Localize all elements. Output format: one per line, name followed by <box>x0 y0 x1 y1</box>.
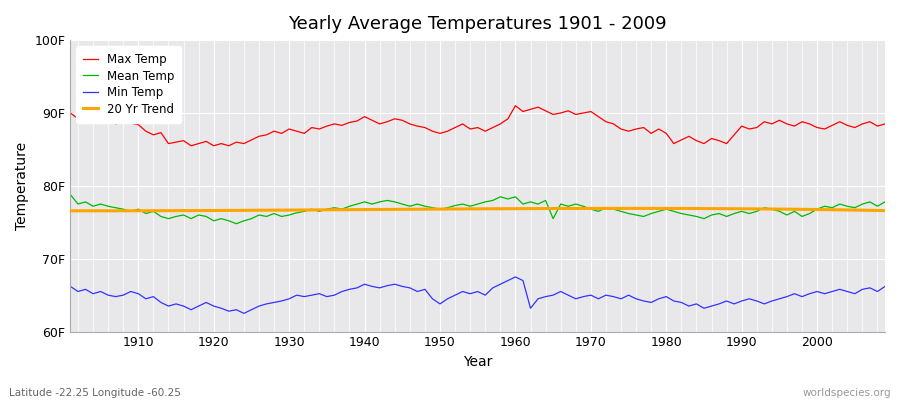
Mean Temp <box>879 200 890 204</box>
Mean Temp <box>231 221 242 226</box>
Max Temp <box>518 109 528 114</box>
Min Temp <box>510 274 521 279</box>
Text: worldspecies.org: worldspecies.org <box>803 388 891 398</box>
20 Yr Trend <box>65 208 76 213</box>
X-axis label: Year: Year <box>463 355 492 369</box>
Max Temp <box>344 120 355 125</box>
Mean Temp <box>125 209 136 214</box>
Min Temp <box>616 296 626 301</box>
20 Yr Trend <box>299 208 310 212</box>
Max Temp <box>185 143 196 148</box>
Mean Temp <box>510 194 521 199</box>
Max Temp <box>616 127 626 132</box>
20 Yr Trend <box>87 208 98 213</box>
Min Temp <box>125 289 136 294</box>
Max Temp <box>299 131 310 136</box>
20 Yr Trend <box>623 206 634 211</box>
Title: Yearly Average Temperatures 1901 - 2009: Yearly Average Temperatures 1901 - 2009 <box>288 15 667 33</box>
Max Temp <box>125 121 136 126</box>
Mean Temp <box>608 207 619 212</box>
Text: Latitude -22.25 Longitude -60.25: Latitude -22.25 Longitude -60.25 <box>9 388 181 398</box>
Max Temp <box>879 122 890 126</box>
Min Temp <box>525 306 535 311</box>
Mean Temp <box>344 204 355 209</box>
Legend: Max Temp, Mean Temp, Min Temp, 20 Yr Trend: Max Temp, Mean Temp, Min Temp, 20 Yr Tre… <box>76 46 182 123</box>
Line: Max Temp: Max Temp <box>70 106 885 146</box>
20 Yr Trend <box>518 206 528 211</box>
20 Yr Trend <box>510 206 521 211</box>
20 Yr Trend <box>608 206 619 211</box>
Mean Temp <box>299 209 310 214</box>
20 Yr Trend <box>879 208 890 213</box>
Line: Min Temp: Min Temp <box>70 277 885 313</box>
Max Temp <box>510 103 521 108</box>
Min Temp <box>65 284 76 289</box>
Mean Temp <box>518 202 528 206</box>
Min Temp <box>344 287 355 292</box>
Min Temp <box>238 311 249 316</box>
Min Temp <box>879 284 890 289</box>
20 Yr Trend <box>344 207 355 212</box>
Line: Mean Temp: Mean Temp <box>70 194 885 224</box>
Max Temp <box>65 110 76 115</box>
Min Temp <box>299 294 310 299</box>
20 Yr Trend <box>133 208 144 213</box>
Y-axis label: Temperature: Temperature <box>15 142 29 230</box>
Min Temp <box>518 278 528 283</box>
Max Temp <box>525 107 535 112</box>
Mean Temp <box>65 192 76 197</box>
Line: 20 Yr Trend: 20 Yr Trend <box>70 208 885 211</box>
